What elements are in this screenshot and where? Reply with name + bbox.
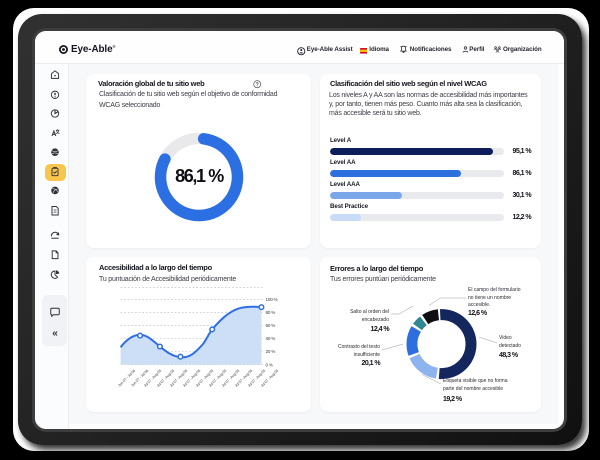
- svg-text:20 %: 20 %: [266, 349, 276, 354]
- svg-text:100 %: 100 %: [266, 297, 278, 302]
- svg-text:80 %: 80 %: [266, 310, 276, 315]
- svg-text:0 %: 0 %: [266, 362, 273, 367]
- svg-text:40 %: 40 %: [266, 336, 276, 341]
- svg-text:60 %: 60 %: [266, 323, 276, 328]
